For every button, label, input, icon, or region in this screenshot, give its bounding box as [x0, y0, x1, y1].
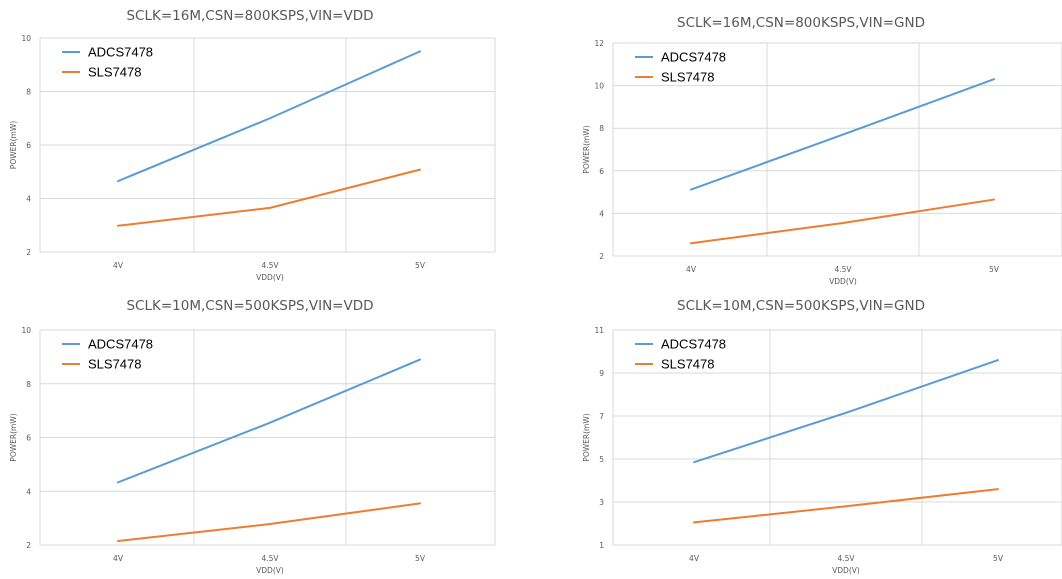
y-tick-label: 10 — [594, 82, 604, 91]
chart-plot: 2 4 6 8 10 4V 4.5V 5V VDD(V) POWER(mW) ADCS7478 SLS… — [9, 326, 496, 575]
x-axis-title: VDD(V) — [832, 566, 860, 575]
x-tick-label: 5V — [415, 261, 426, 270]
y-tick-label: 5 — [599, 455, 604, 464]
y-tick-label: 4 — [26, 487, 31, 496]
series-line-sls7478 — [117, 168, 421, 227]
y-tick-label: 7 — [599, 412, 604, 421]
x-tick-label: 4.5V — [261, 554, 279, 563]
series-line-adcs7478 — [117, 358, 421, 484]
y-tick-label: 6 — [26, 141, 31, 150]
x-tick-label: 5V — [993, 554, 1004, 563]
chart-title: SCLK=16M,CSN=800KSPS,VIN=VDD — [126, 8, 374, 24]
series-line-adcs7478 — [693, 359, 999, 464]
y-tick-label: 2 — [26, 541, 31, 550]
legend-label: SLS7478 — [661, 70, 715, 85]
series-line-adcs7478 — [690, 78, 995, 191]
y-tick-label: 6 — [26, 434, 31, 443]
y-tick-label: 1 — [599, 541, 604, 550]
y-tick-label: 10 — [21, 34, 31, 43]
legend-label: ADCS7478 — [661, 337, 726, 352]
y-tick-label: 3 — [599, 498, 604, 507]
x-tick-label: 4V — [113, 261, 124, 270]
chart-panel-3: SCLK=10M,CSN=500KSPS,VIN=VDD 2 4 6 8 10 4V 4.5… — [0, 290, 531, 579]
x-tick-label: 4.5V — [837, 554, 855, 563]
chart-title: SCLK=10M,CSN=500KSPS,VIN=GND — [677, 298, 925, 314]
x-tick-label: 4V — [689, 554, 700, 563]
legend-label: SLS7478 — [88, 357, 142, 372]
chart-plot: 2 4 6 8 10 12 4V 4.5V 5V VDD(V) POWER(mW) ADCS7478 S… — [582, 39, 1062, 286]
x-tick-label: 5V — [415, 554, 426, 563]
y-tick-label: 12 — [594, 39, 604, 48]
y-tick-label: 4 — [599, 209, 604, 218]
chart-plot: 1 3 5 7 9 11 4V 4.5V 5V VDD(V) POWER(mW) ADCS7478 SL… — [582, 326, 1062, 575]
legend-label: ADCS7478 — [661, 50, 726, 65]
y-tick-label: 9 — [599, 369, 604, 378]
y-axis-title: POWER(mW) — [9, 413, 18, 461]
series-line-sls7478 — [117, 502, 421, 542]
x-axis-title: VDD(V) — [256, 566, 284, 575]
y-tick-label: 11 — [594, 326, 604, 335]
legend-label: SLS7478 — [661, 357, 715, 372]
y-tick-label: 8 — [599, 124, 604, 133]
legend-label: ADCS7478 — [88, 337, 153, 352]
y-axis-title: POWER(mW) — [9, 121, 18, 169]
series-line-sls7478 — [693, 488, 999, 524]
chart-title: SCLK=16M,CSN=800KSPS,VIN=GND — [677, 15, 925, 31]
y-tick-label: 8 — [26, 380, 31, 389]
x-tick-label: 4.5V — [834, 265, 852, 274]
x-axis-title: VDD(V) — [256, 273, 284, 282]
y-tick-label: 8 — [26, 88, 31, 97]
y-tick-label: 4 — [26, 195, 31, 204]
chart-panel-4: SCLK=10M,CSN=500KSPS,VIN=GND 1 3 5 7 9 11 4V 4.… — [531, 290, 1062, 579]
y-tick-label: 6 — [599, 167, 604, 176]
x-tick-label: 4V — [686, 265, 697, 274]
legend-label: ADCS7478 — [88, 45, 153, 60]
y-axis-title: POWER(mW) — [582, 413, 591, 461]
x-tick-label: 5V — [989, 265, 1000, 274]
x-tick-label: 4.5V — [261, 261, 279, 270]
legend-label: SLS7478 — [88, 65, 142, 80]
chart-panel-1: SCLK=16M,CSN=800KSPS,VIN=VDD 2 4 6 8 10 4V 4.5… — [0, 0, 531, 290]
chart-title: SCLK=10M,CSN=500KSPS,VIN=VDD — [126, 298, 374, 314]
series-line-adcs7478 — [117, 50, 421, 183]
y-tick-label: 2 — [26, 248, 31, 257]
series-line-sls7478 — [690, 198, 995, 245]
y-tick-label: 10 — [21, 326, 31, 335]
x-tick-label: 4V — [113, 554, 124, 563]
y-axis-title: POWER(mW) — [582, 125, 591, 173]
x-axis-title: VDD(V) — [829, 277, 857, 286]
chart-plot: 2 4 6 8 10 4V 4.5V 5V VDD(V) POWER(mW) ADCS7478 SLS… — [9, 34, 496, 282]
chart-panel-2: SCLK=16M,CSN=800KSPS,VIN=GND 2 4 6 8 10 12 4V 4… — [531, 0, 1062, 290]
y-tick-label: 2 — [599, 252, 604, 261]
